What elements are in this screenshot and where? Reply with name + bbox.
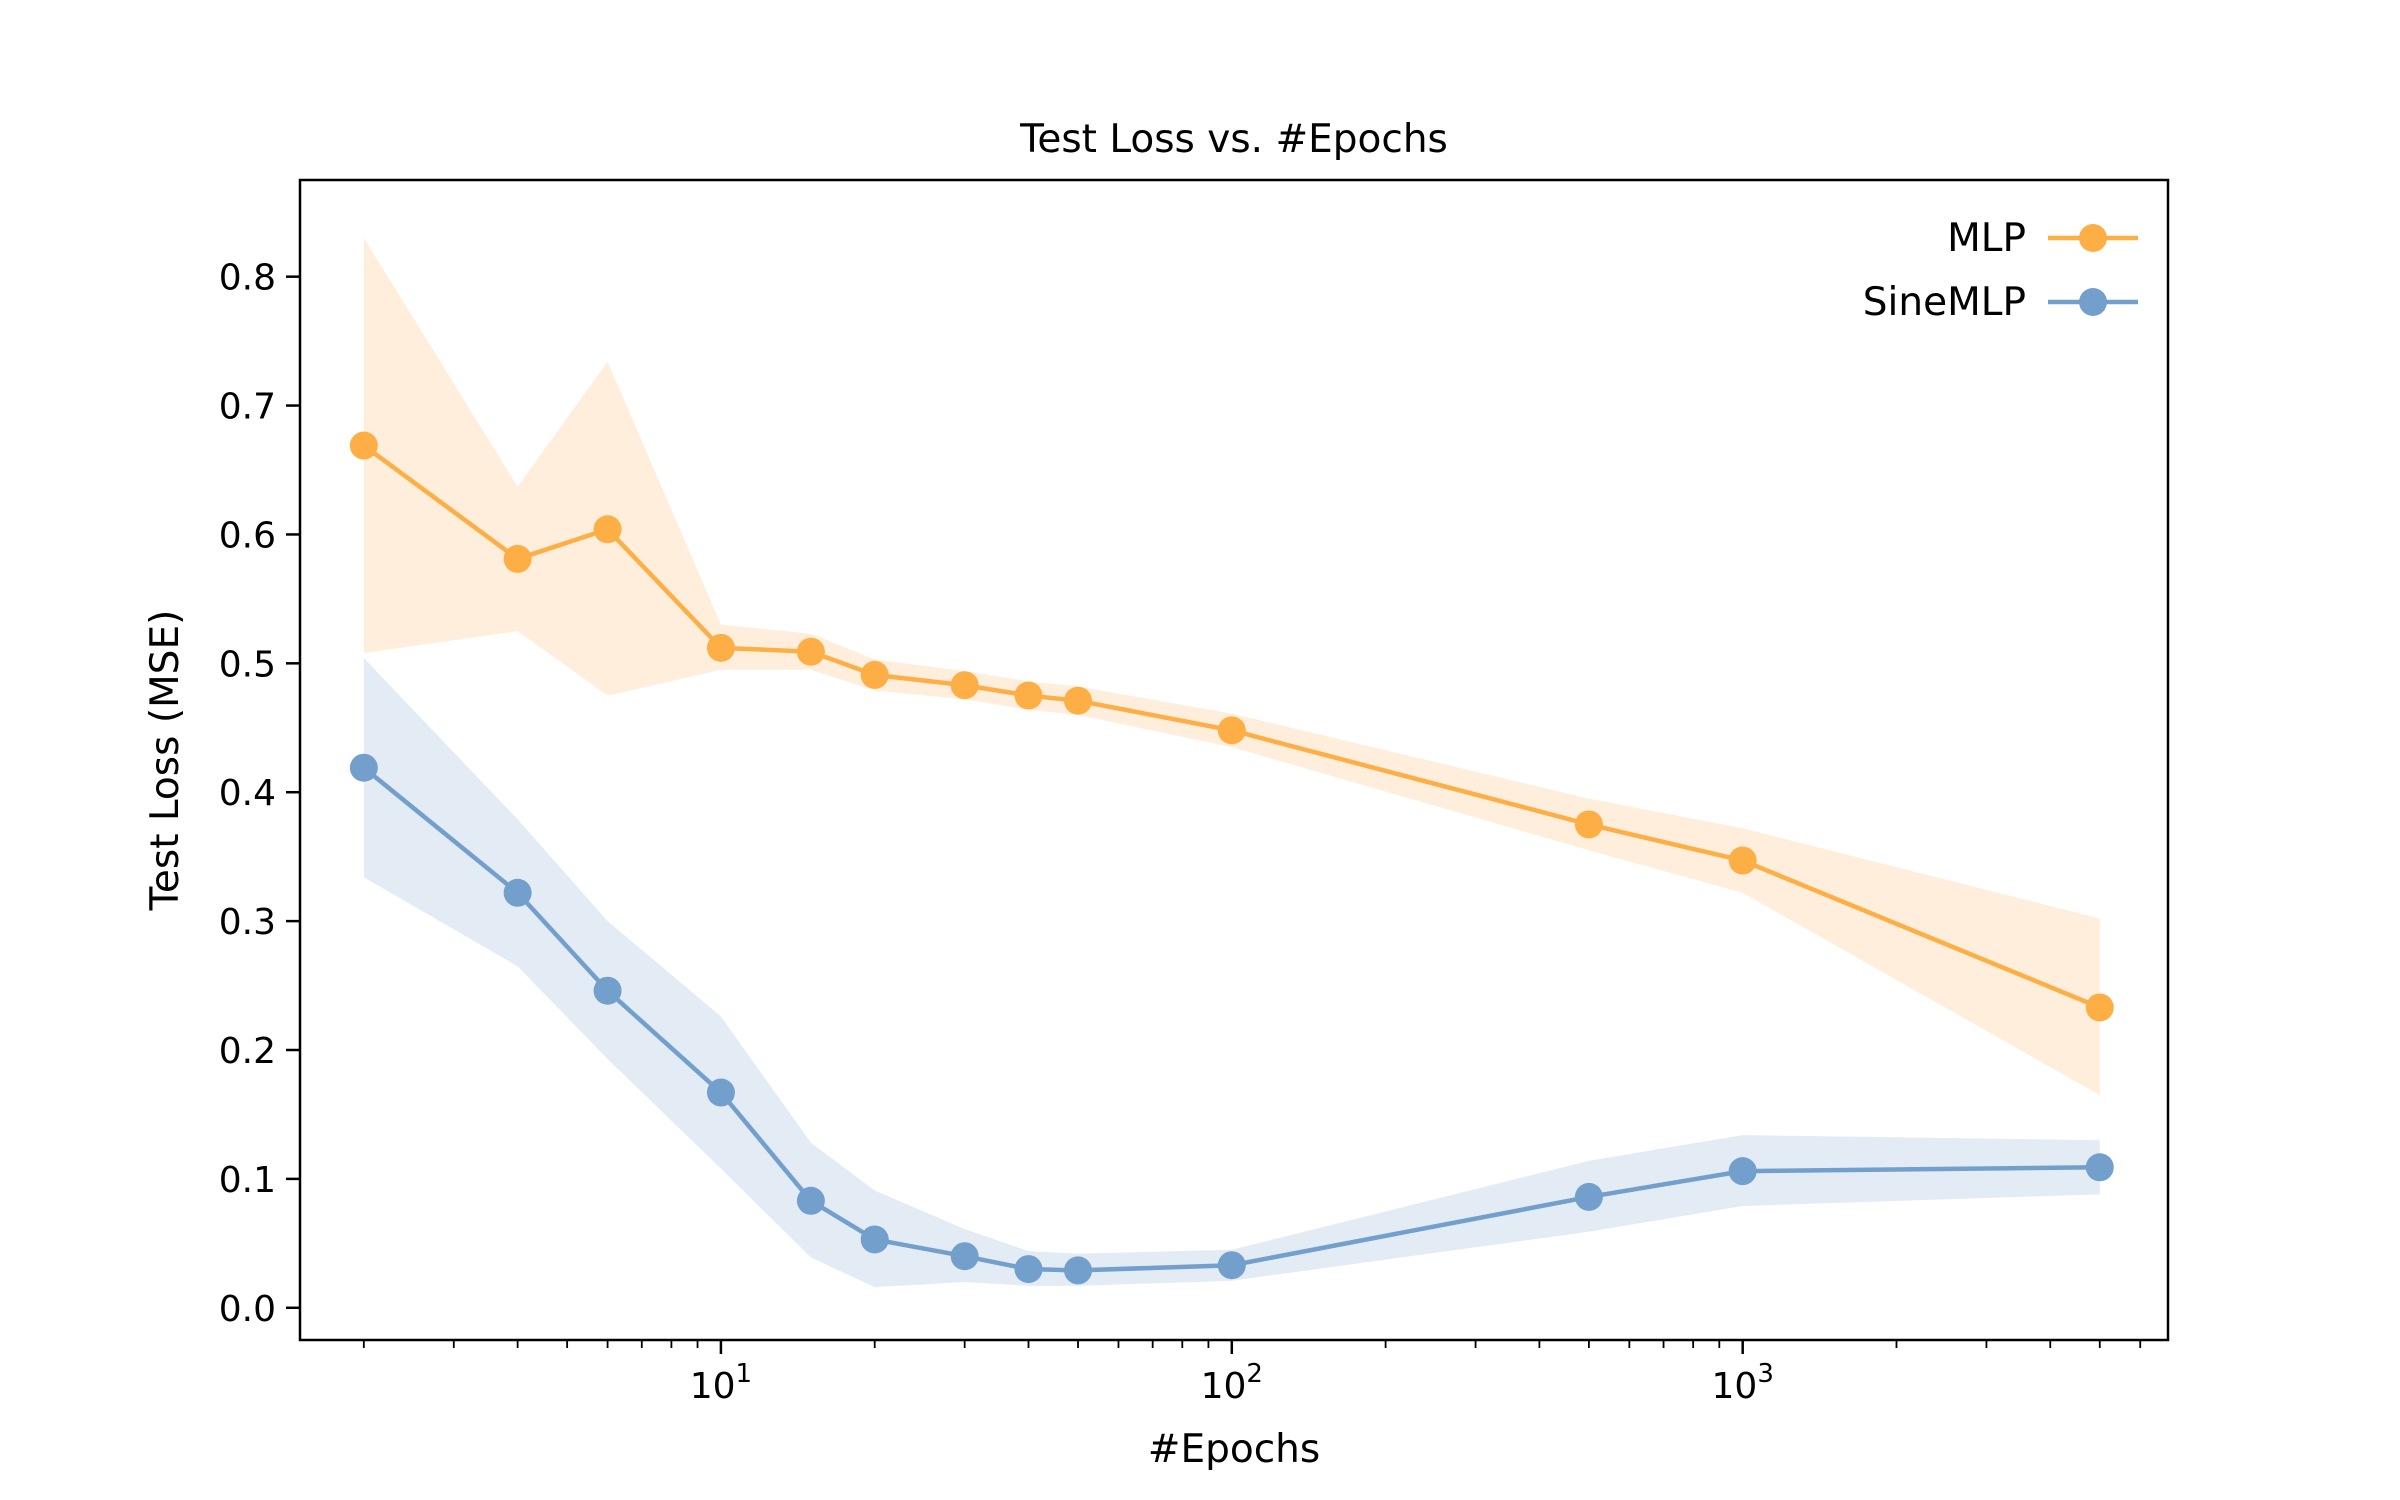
x-tick-label: 102 bbox=[1201, 1359, 1263, 1407]
series-sinemlp-point bbox=[503, 878, 532, 907]
series-mlp-point bbox=[950, 671, 979, 700]
series-sinemlp-point bbox=[796, 1186, 825, 1215]
series-mlp-point bbox=[1728, 846, 1757, 875]
series-mlp-point bbox=[349, 431, 378, 460]
y-tick-label: 0.6 bbox=[219, 515, 276, 556]
y-tick-label: 0.1 bbox=[219, 1160, 276, 1201]
series-sinemlp-point bbox=[706, 1078, 735, 1107]
series-sinemlp-point bbox=[2085, 1153, 2114, 1182]
y-tick-label: 0.5 bbox=[219, 644, 276, 685]
y-tick-label: 0.2 bbox=[219, 1031, 276, 1072]
y-tick-label: 0.7 bbox=[219, 387, 276, 428]
legend: MLP SineMLP bbox=[1863, 216, 2138, 325]
legend-sinemlp-label: SineMLP bbox=[1863, 280, 2026, 325]
series-mlp-point bbox=[796, 637, 825, 666]
series-mlp-point bbox=[1574, 810, 1603, 839]
series-mlp-point bbox=[1064, 686, 1093, 715]
series-sinemlp-point bbox=[1064, 1256, 1093, 1285]
series-sinemlp-point bbox=[1728, 1157, 1757, 1186]
series-mlp-band bbox=[363, 238, 2100, 1096]
series-sinemlp-point bbox=[1014, 1255, 1043, 1284]
series-sinemlp-point bbox=[1217, 1251, 1246, 1280]
x-axis-label: #Epochs bbox=[1148, 1427, 1320, 1472]
x-axis: 101 102 103 bbox=[362, 1340, 2142, 1407]
y-axis: 0.0 0.1 0.2 0.3 0.4 0.5 0.6 0.7 0.8 bbox=[219, 258, 300, 1330]
series-sinemlp-band bbox=[363, 658, 2100, 1288]
y-tick-label: 0.4 bbox=[219, 773, 276, 814]
series-sinemlp-point bbox=[860, 1225, 889, 1254]
series-sinemlp-point bbox=[349, 753, 378, 782]
chart-title: Test Loss vs. #Epochs bbox=[1019, 117, 1448, 162]
series-sinemlp-point bbox=[1574, 1182, 1603, 1211]
legend-mlp-label: MLP bbox=[1947, 216, 2026, 261]
series-mlp-point bbox=[1217, 716, 1246, 745]
legend-sinemlp-marker bbox=[2079, 288, 2107, 316]
series-mlp-point bbox=[503, 544, 532, 573]
legend-sinemlp: SineMLP bbox=[1863, 280, 2138, 325]
y-axis-label: Test Loss (MSE) bbox=[143, 610, 188, 912]
series-mlp-point bbox=[706, 633, 735, 662]
series-mlp-point bbox=[1014, 681, 1043, 710]
y-tick-label: 0.8 bbox=[219, 258, 276, 299]
y-tick-label: 0.0 bbox=[219, 1289, 276, 1330]
y-tick-label: 0.3 bbox=[219, 902, 276, 943]
plot-area-frame bbox=[298, 178, 2170, 1342]
x-tick-label: 101 bbox=[690, 1359, 752, 1407]
series-mlp-point bbox=[593, 515, 622, 544]
legend-mlp: MLP bbox=[1947, 216, 2138, 261]
x-tick-label: 103 bbox=[1712, 1359, 1774, 1407]
series-mlp-point bbox=[860, 660, 889, 689]
legend-mlp-marker bbox=[2079, 224, 2107, 252]
confidence-bands bbox=[363, 238, 2100, 1288]
series-markers bbox=[349, 431, 2114, 1285]
series-sinemlp-point bbox=[593, 976, 622, 1005]
series-sinemlp-point bbox=[950, 1242, 979, 1271]
series-mlp-point bbox=[2085, 993, 2114, 1022]
